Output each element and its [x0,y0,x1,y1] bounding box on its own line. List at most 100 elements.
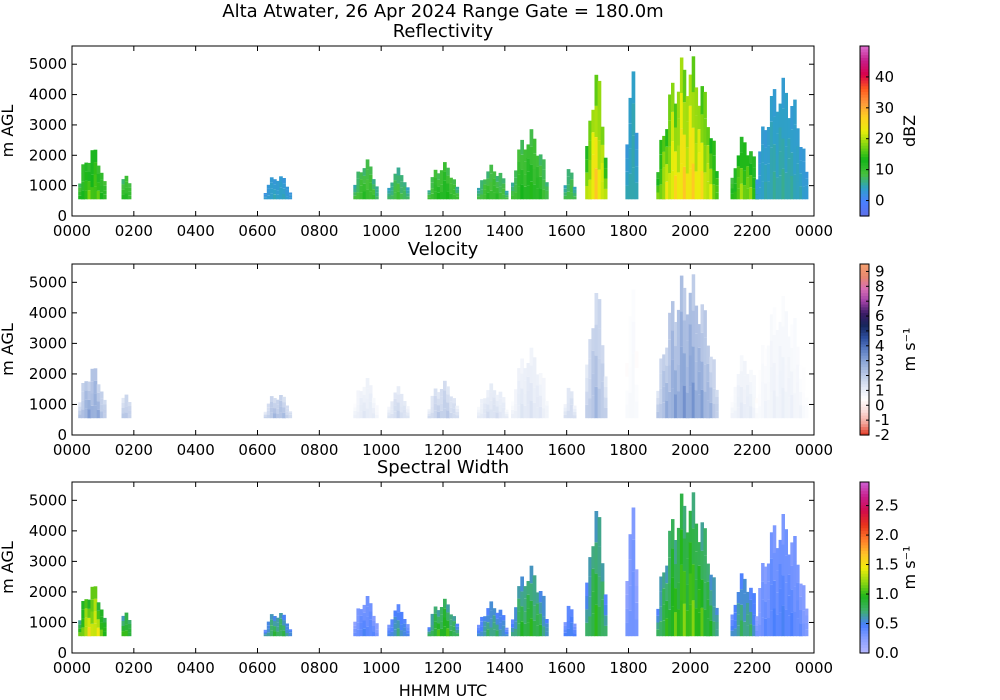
echo-cell [452,408,456,414]
echo-cell [541,606,546,617]
echo-cell [93,368,98,381]
echo-cell [781,326,785,358]
echo-cell [569,404,574,412]
echo-cell [285,193,289,197]
echo-cell [585,159,589,173]
echo-cell [784,92,788,120]
echo-cell [387,627,391,631]
colorbar-step [860,329,869,333]
echo-cell [682,353,687,386]
echo-cell [588,120,592,141]
echo-cell [742,185,747,200]
echo-cell [694,115,699,144]
echo-cell [761,345,765,364]
x-tick-label: 1200 [424,441,462,459]
echo-cell [90,405,95,419]
colorbar-step [860,409,869,413]
echo-cell [480,180,484,185]
echo-cell [269,407,274,413]
echo-cell [715,411,719,419]
echo-cell [433,191,438,200]
echo-cell [288,195,293,198]
echo-cell [427,631,432,634]
echo-cell [427,192,432,195]
echo-cell [799,147,803,161]
colorbar-step [860,647,869,651]
echo-cell [799,583,803,597]
x-tick-label: 0000 [795,441,833,459]
echo-cell [541,626,546,637]
echo-cell [455,408,460,412]
echo-cell [541,398,546,409]
y-tick-label: 2000 [29,365,67,383]
echo-cell [682,603,687,637]
echo-cell [569,609,574,616]
echo-cell [778,321,783,346]
echo-cell [671,330,675,360]
echo-cell [93,393,98,406]
colorbar-step [860,162,869,166]
colorbar-tick-label: 0 [875,396,885,414]
echo-cell [273,626,277,632]
echo-cell [93,611,98,624]
colorbar-step [860,644,869,648]
x-tick-label: 1400 [486,222,524,240]
echo-cell [674,564,678,589]
echo-cell [427,409,432,412]
echo-cell [78,624,82,629]
echo-cell [685,610,690,637]
echo-cell [498,398,503,405]
echo-cell [520,621,524,637]
echo-cell [634,401,639,419]
colorbar-step [860,91,869,95]
echo-cell [446,167,450,176]
echo-cell [393,629,398,637]
echo-cell [266,188,271,192]
echo-cell [449,614,453,620]
echo-cell [121,179,126,185]
echo-cell [588,398,592,419]
echo-cell [121,631,126,637]
colorbar-tick-label: 8 [875,277,885,295]
echo-cell [511,627,515,632]
echo-cell [668,94,672,121]
echo-cell [375,626,379,630]
echo-cell [784,609,788,637]
echo-cell [353,403,357,408]
echo-cell [393,186,398,193]
echo-cell [736,396,741,408]
echo-cell [371,184,376,190]
echo-cell [752,603,756,615]
echo-cell [127,620,132,625]
echo-cell [393,405,398,412]
echo-cell [436,186,441,193]
echo-cell [405,406,410,410]
echo-cell [775,133,780,156]
echo-cell [588,160,592,180]
echo-cell [455,626,460,630]
echo-cell [523,623,528,637]
colorbar-step [860,323,869,328]
echo-cell [563,404,568,408]
echo-cell [739,589,744,605]
echo-cell [799,609,803,624]
echo-cell [449,412,453,419]
echo-cell [489,392,494,401]
echo-cell [504,634,509,637]
echo-cell [393,192,398,200]
echo-cell [273,189,277,195]
echo-cell [600,599,605,618]
echo-cell [772,525,777,553]
echo-cell [102,404,107,410]
echo-cell [399,193,404,200]
colorbar-step [860,136,869,141]
echo-cell [742,389,747,404]
echo-cell [585,582,589,596]
colorbar-step [860,627,869,631]
echo-cell [600,126,605,145]
echo-cell [545,623,549,628]
echo-cell [396,402,401,411]
colorbar-step [860,650,869,654]
x-tick-label: 2000 [671,441,709,459]
colorbar-step [860,576,869,580]
